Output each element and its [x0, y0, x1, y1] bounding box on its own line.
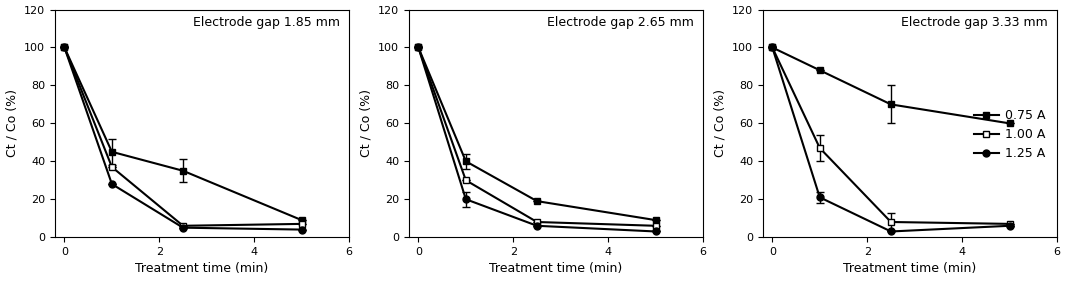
Text: Electrode gap 1.85 mm: Electrode gap 1.85 mm	[193, 16, 340, 30]
X-axis label: Treatment time (min): Treatment time (min)	[489, 262, 623, 275]
Y-axis label: Ct / Co (%): Ct / Co (%)	[359, 89, 372, 157]
Text: Electrode gap 2.65 mm: Electrode gap 2.65 mm	[547, 16, 694, 30]
Y-axis label: Ct / Co (%): Ct / Co (%)	[5, 89, 18, 157]
Y-axis label: Ct / Co (%): Ct / Co (%)	[713, 89, 726, 157]
X-axis label: Treatment time (min): Treatment time (min)	[843, 262, 976, 275]
Text: Electrode gap 3.33 mm: Electrode gap 3.33 mm	[902, 16, 1048, 30]
X-axis label: Treatment time (min): Treatment time (min)	[135, 262, 269, 275]
Legend: 0.75 A, 1.00 A, 1.25 A: 0.75 A, 1.00 A, 1.25 A	[969, 104, 1051, 166]
